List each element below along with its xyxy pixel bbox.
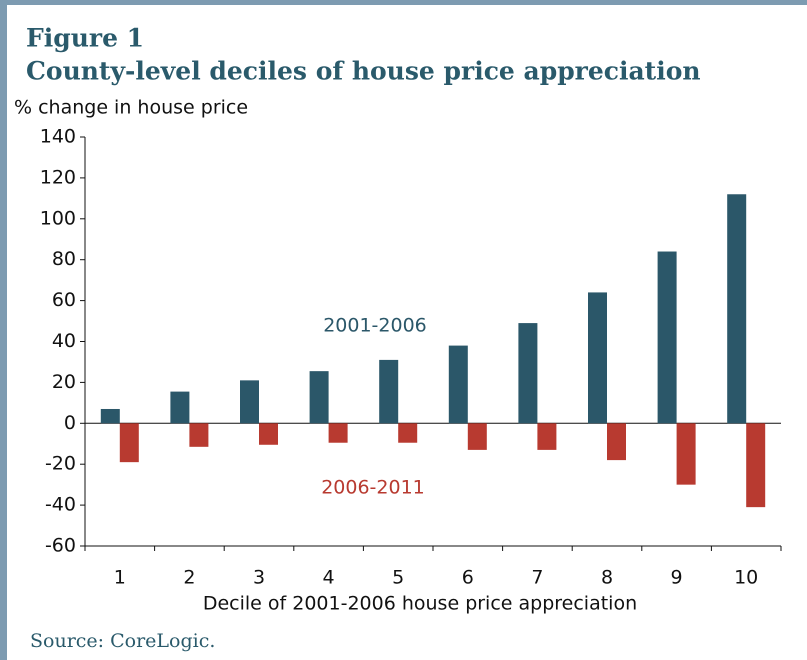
bar <box>746 423 766 508</box>
x-axis-label: Decile of 2001-2006 house price apprecia… <box>203 593 637 615</box>
y-tick-label: 140 <box>40 126 76 148</box>
bar <box>588 292 607 424</box>
bar <box>448 345 468 424</box>
bar <box>309 371 329 424</box>
x-tick-label: 4 <box>323 567 335 589</box>
bar <box>657 251 677 424</box>
bar <box>727 194 747 424</box>
series-label: 2006-2011 <box>321 477 425 499</box>
frame-top <box>0 0 807 5</box>
bar <box>607 423 626 461</box>
series-label: 2001-2006 <box>323 315 427 337</box>
y-tick-label: -20 <box>45 453 76 475</box>
bar <box>240 380 259 424</box>
y-tick-label: 40 <box>52 330 76 352</box>
bar <box>119 423 139 463</box>
x-tick-label: 6 <box>462 567 474 589</box>
x-tick-label: 10 <box>734 567 758 589</box>
bar <box>467 423 487 450</box>
y-tick-label: 20 <box>52 371 76 393</box>
frame-left <box>0 0 7 660</box>
x-tick-label: 7 <box>531 567 543 589</box>
bar <box>518 323 538 424</box>
bar <box>189 423 209 447</box>
x-tick-label: 9 <box>671 567 683 589</box>
bar <box>398 423 418 443</box>
y-tick-label: 0 <box>64 412 76 434</box>
y-tick-label: 60 <box>52 289 76 311</box>
y-tick-label: -40 <box>45 494 76 516</box>
y-tick-label: 100 <box>40 207 76 229</box>
y-tick-label: -60 <box>45 535 76 557</box>
bar <box>676 423 696 485</box>
x-tick-label: 3 <box>253 567 265 589</box>
bar <box>328 423 348 443</box>
x-tick-label: 1 <box>114 567 126 589</box>
bar <box>170 391 190 424</box>
bar <box>100 408 120 424</box>
chart-subtitle: County-level deciles of house price appr… <box>26 57 701 86</box>
source-note: Source: CoreLogic. <box>30 630 215 652</box>
x-tick-label: 5 <box>392 567 404 589</box>
chart-title: Figure 1 <box>26 24 144 53</box>
y-axis-label: % change in house price <box>14 97 248 119</box>
bar <box>259 423 278 445</box>
y-tick-label: 80 <box>52 248 76 270</box>
y-tick-label: 120 <box>40 166 76 188</box>
x-tick-label: 8 <box>601 567 613 589</box>
bar <box>537 423 557 450</box>
x-tick-label: 2 <box>183 567 195 589</box>
bar <box>379 359 399 424</box>
